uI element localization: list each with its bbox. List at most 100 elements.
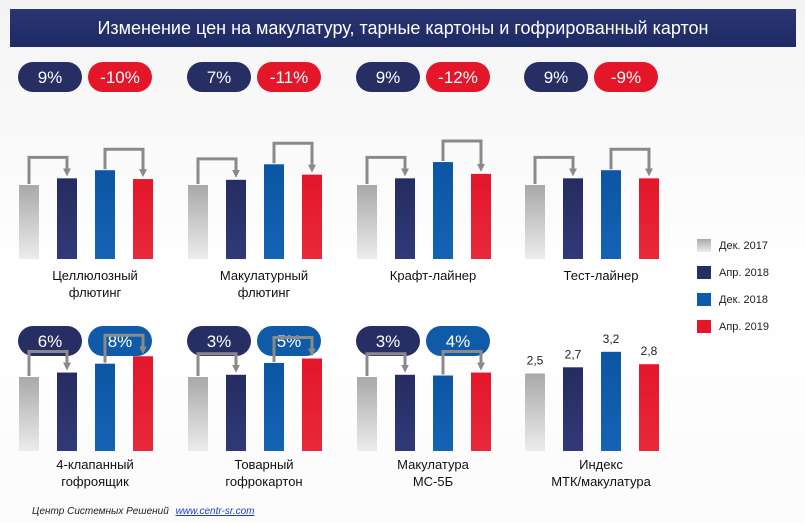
- legend: Дек. 2017 Апр. 2018 Дек. 2018 Апр. 2019: [697, 232, 797, 340]
- bar-value-label: 2,8: [641, 344, 658, 358]
- legend-label: Дек. 2018: [719, 293, 768, 306]
- legend-item: Апр. 2018: [697, 259, 797, 286]
- change-badge: [426, 62, 490, 92]
- panel-label: Тест-лайнер: [564, 268, 639, 283]
- bar: [133, 356, 153, 451]
- bar: [57, 178, 77, 259]
- bar: [433, 162, 453, 259]
- bar: [264, 362, 284, 451]
- legend-swatch: [697, 293, 711, 306]
- change-badge-label: -11%: [270, 68, 308, 87]
- legend-swatch: [697, 266, 711, 279]
- change-badge-label: 9%: [38, 68, 63, 87]
- change-arrow: [441, 139, 485, 172]
- panel-label: Макулатурный: [220, 268, 308, 283]
- panel-label: гофроящик: [61, 474, 129, 489]
- bar-value-label: 3,2: [603, 332, 620, 346]
- bar: [471, 372, 491, 451]
- bar: [19, 377, 39, 451]
- panel-label: Макулатура: [397, 457, 469, 472]
- change-badge: [88, 62, 152, 92]
- change-badge-label: 3%: [207, 332, 232, 351]
- change-badge: [18, 62, 82, 92]
- change-badge-label: 3%: [376, 332, 401, 351]
- change-badge-label: 7%: [207, 68, 232, 87]
- panel-label: гофрокартон: [225, 474, 302, 489]
- legend-label: Дек. 2017: [719, 239, 768, 252]
- bar: [563, 367, 583, 451]
- change-badge: [426, 326, 490, 356]
- change-badge-label: 6%: [38, 332, 63, 351]
- legend-swatch: [697, 320, 711, 333]
- change-badge-label: -12%: [438, 68, 478, 87]
- bar: [639, 178, 659, 259]
- panel-label: МТК/макулатура: [551, 474, 651, 489]
- panel-label: Крафт-лайнер: [390, 268, 476, 283]
- legend-label: Апр. 2019: [719, 320, 769, 333]
- legend-item: Апр. 2019: [697, 313, 797, 340]
- bar: [357, 377, 377, 451]
- chart-title: Изменение цен на макулатуру, тарные карт…: [10, 9, 796, 47]
- change-badge: [257, 62, 321, 92]
- bar: [357, 185, 377, 259]
- bar: [395, 374, 415, 451]
- bar: [226, 374, 246, 451]
- legend-item: Дек. 2017: [697, 232, 797, 259]
- bar: [563, 178, 583, 259]
- change-arrow: [27, 350, 71, 376]
- change-arrow: [103, 333, 147, 363]
- source-link[interactable]: www.centr-sr.com: [175, 506, 255, 517]
- source-text: Центр Системных Решений: [32, 506, 169, 517]
- panel-label: МС-5Б: [413, 474, 453, 489]
- bar: [395, 178, 415, 259]
- change-arrow: [103, 147, 147, 178]
- footer: Центр Системных Решений www.centr-sr.com: [32, 506, 254, 517]
- panel-label: Целлюлозный: [52, 268, 138, 283]
- bar: [601, 170, 621, 259]
- change-badge: [18, 326, 82, 356]
- panel-label: Товарный: [234, 457, 293, 472]
- bar: [302, 174, 322, 259]
- change-arrow: [609, 147, 653, 177]
- panel-label: флютинг: [69, 285, 122, 300]
- legend-item: Дек. 2018: [697, 286, 797, 313]
- change-arrow: [533, 155, 577, 184]
- change-badge: [594, 62, 658, 92]
- bar: [188, 185, 208, 259]
- bar-value-label: 2,7: [565, 347, 582, 361]
- bar: [188, 377, 208, 451]
- change-badge: [356, 62, 420, 92]
- change-arrow: [196, 352, 240, 376]
- bar: [525, 185, 545, 259]
- change-badge: [187, 326, 251, 356]
- change-badge: [187, 62, 251, 92]
- bar: [226, 179, 246, 259]
- panel-label: Индекс: [579, 457, 623, 472]
- bar: [525, 373, 545, 451]
- bar: [264, 164, 284, 259]
- legend-label: Апр. 2018: [719, 266, 769, 279]
- change-badge-label: 9%: [544, 68, 569, 87]
- legend-swatch: [697, 239, 711, 252]
- change-badge: [524, 62, 588, 92]
- bar: [95, 170, 115, 259]
- bar-value-label: 2,5: [527, 354, 544, 368]
- change-badge-label: 4%: [446, 332, 471, 351]
- change-arrow: [272, 336, 316, 362]
- change-badge-label: -9%: [611, 68, 641, 87]
- change-arrow: [365, 352, 409, 376]
- bar: [19, 185, 39, 259]
- bar: [133, 179, 153, 259]
- change-badge-label: 9%: [376, 68, 401, 87]
- bar: [302, 358, 322, 451]
- bar: [57, 372, 77, 451]
- change-badge-label: 5%: [277, 332, 302, 351]
- change-badge-label: -10%: [100, 68, 140, 87]
- change-badge: [356, 326, 420, 356]
- change-arrow: [365, 155, 409, 184]
- panel-label: 4-клапанный: [56, 457, 133, 472]
- panel-label: флютинг: [238, 285, 291, 300]
- change-arrow: [196, 157, 240, 184]
- change-arrow: [272, 141, 316, 173]
